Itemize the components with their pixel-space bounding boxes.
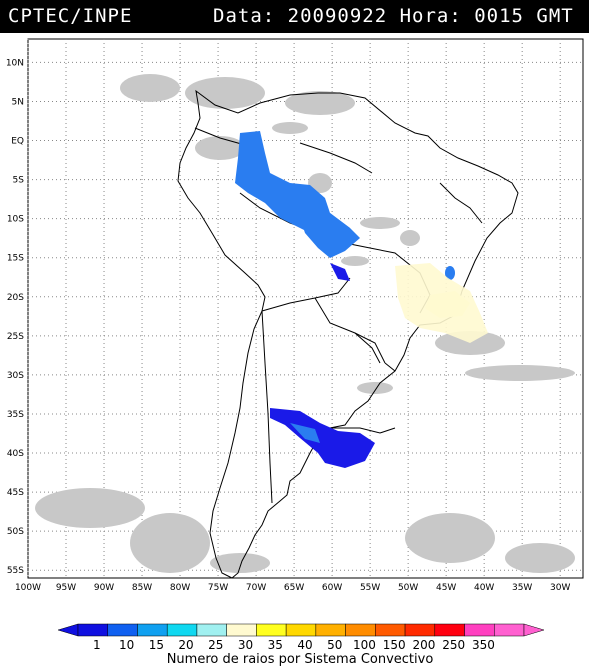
lon-tick-label: 75W bbox=[208, 583, 228, 593]
colorbar-segment bbox=[137, 623, 168, 637]
lon-tick-label: 80W bbox=[170, 583, 190, 593]
colorbar-segment bbox=[256, 623, 287, 637]
cloud-cover-layer bbox=[35, 74, 575, 573]
colorbar-tick-label: 150 bbox=[383, 638, 406, 652]
colorbar-segment bbox=[315, 623, 346, 637]
colorbar-segment bbox=[345, 623, 376, 637]
lat-tick-label: 5N bbox=[12, 97, 24, 107]
lon-tick-label: 50W bbox=[398, 583, 418, 593]
map-grid bbox=[27, 39, 583, 578]
colorbar-tick-label: 20 bbox=[178, 638, 193, 652]
lon-tick-label: 40W bbox=[474, 583, 494, 593]
lat-tick-label: 25S bbox=[7, 332, 24, 342]
colorbar-tick-label: 350 bbox=[472, 638, 495, 652]
lat-tick-label: 30S bbox=[7, 371, 24, 381]
colorbar-segment bbox=[464, 623, 495, 637]
lon-tick-label: 30W bbox=[550, 583, 570, 593]
lon-tick-label: 35W bbox=[512, 583, 532, 593]
lat-tick-label: 10S bbox=[7, 215, 24, 225]
lat-tick-label: 15S bbox=[7, 254, 24, 264]
colorbar-segment bbox=[226, 623, 257, 637]
lat-tick-label: 50S bbox=[7, 527, 24, 537]
colorbar-tick-label: 100 bbox=[353, 638, 376, 652]
colorbar-segment bbox=[375, 623, 406, 637]
colorbar-tick-label: 1 bbox=[93, 638, 101, 652]
lat-tick-label: 35S bbox=[7, 410, 24, 420]
lat-tick-label: 55S bbox=[7, 566, 24, 576]
colorbar-arrow-right bbox=[523, 623, 545, 637]
title-bar: CPTEC/INPE Data: 20090922 Hora: 0015 GMT bbox=[0, 0, 589, 33]
colorbar-segment bbox=[285, 623, 317, 637]
lon-tick-label: 100W bbox=[15, 583, 41, 593]
lon-tick-label: 85W bbox=[132, 583, 152, 593]
lon-tick-label: 65W bbox=[284, 583, 304, 593]
colorbar-tick-label: 40 bbox=[297, 638, 312, 652]
lat-tick-label: EQ bbox=[11, 137, 24, 147]
colorbar-segment bbox=[434, 623, 465, 637]
colorbar-tick-label: 30 bbox=[238, 638, 253, 652]
lon-tick-label: 70W bbox=[246, 583, 266, 593]
colorbar-tick-label: 200 bbox=[412, 638, 435, 652]
lon-tick-label: 45W bbox=[436, 583, 456, 593]
lat-tick-label: 40S bbox=[7, 449, 24, 459]
colorbar-tick-label: 15 bbox=[149, 638, 164, 652]
colorbar-segment bbox=[166, 623, 198, 637]
lat-tick-label: 5S bbox=[13, 176, 25, 186]
colorbar-segment bbox=[404, 623, 436, 637]
colorbar-tick-label: 50 bbox=[327, 638, 342, 652]
colorbar-tick-label: 250 bbox=[442, 638, 465, 652]
colorbar-segment bbox=[196, 623, 227, 637]
timestamp-label: Data: 20090922 Hora: 0015 GMT bbox=[213, 5, 574, 27]
map-panel[interactable]: 100W 95W 90W 85W 80W 75W 70W 65W 60W 55W 50W 45W 40W… bbox=[0, 33, 600, 621]
lat-tick-label: 45S bbox=[7, 488, 24, 498]
lon-tick-label: 55W bbox=[360, 583, 380, 593]
colorbar-segment bbox=[77, 623, 108, 637]
lon-tick-label: 90W bbox=[94, 583, 114, 593]
colorbar-segment bbox=[494, 623, 525, 637]
colorbar-tick-label: 10 bbox=[119, 638, 134, 652]
lon-tick-label: 60W bbox=[322, 583, 342, 593]
colorbar-tick-label: 35 bbox=[268, 638, 283, 652]
colorbar-arrow-left bbox=[57, 623, 79, 637]
lat-tick-label: 20S bbox=[7, 293, 24, 303]
colorbar-segment bbox=[107, 623, 138, 637]
organization-label: CPTEC/INPE bbox=[8, 5, 133, 27]
axis-labels: 100W 95W 90W 85W 80W 75W 70W 65W 60W 55W 50W 45W 40W… bbox=[6, 58, 571, 593]
colorbar-title: Numero de raios por Sistema Convectivo bbox=[166, 652, 434, 667]
colorbar: 1 10 15 20 25 30 35 40 50 100 150 200 250 350 bbox=[57, 623, 545, 652]
colorbar-tick-label: 25 bbox=[208, 638, 223, 652]
lon-tick-label: 95W bbox=[56, 583, 76, 593]
convective-systems-layer bbox=[235, 131, 488, 468]
lat-tick-label: 10N bbox=[6, 58, 24, 68]
